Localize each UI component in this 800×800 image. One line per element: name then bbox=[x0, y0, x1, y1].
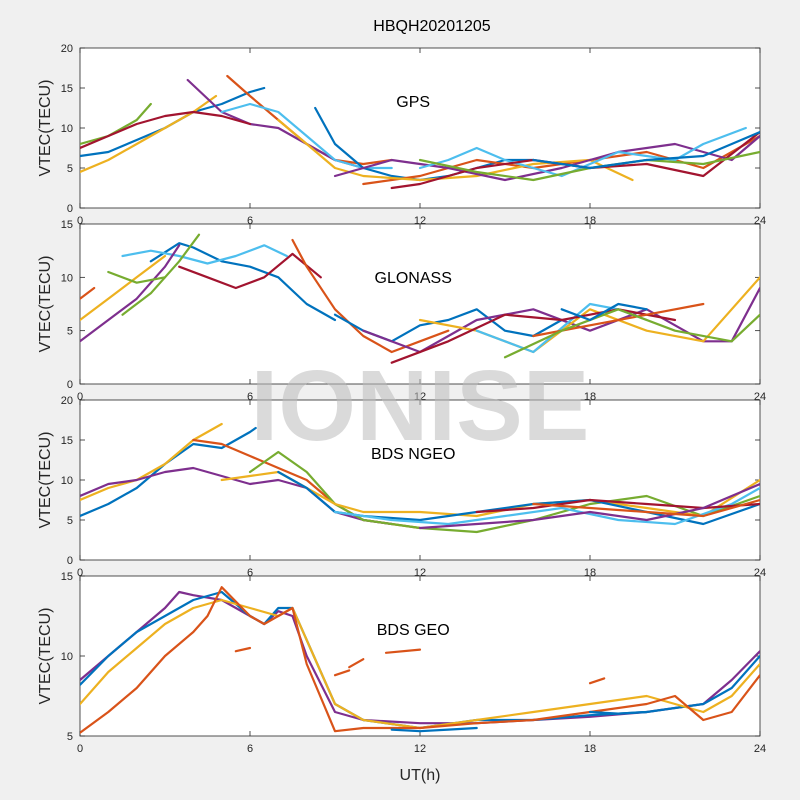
series-line bbox=[149, 242, 337, 322]
x-axis-label: UT(h) bbox=[400, 767, 441, 784]
series-line bbox=[503, 308, 760, 359]
series-line bbox=[234, 646, 252, 653]
x-tick-label: 6 bbox=[247, 215, 253, 227]
x-tick-label: 6 bbox=[247, 391, 253, 403]
y-axis-label: VTEC(TECU) bbox=[37, 432, 54, 529]
y-tick-label: 20 bbox=[61, 43, 73, 55]
series-group bbox=[80, 422, 760, 534]
series-line bbox=[348, 658, 365, 669]
series-line bbox=[80, 598, 760, 730]
y-tick-label: 10 bbox=[61, 272, 73, 284]
series-line bbox=[80, 254, 167, 322]
series-line bbox=[333, 134, 760, 182]
x-tick-label: 6 bbox=[247, 567, 253, 579]
panel-annotation: GPS bbox=[396, 94, 430, 111]
figure-title: HBQH20201205 bbox=[373, 18, 491, 35]
y-tick-label: 0 bbox=[67, 203, 73, 215]
series-line bbox=[291, 238, 450, 354]
y-tick-label: 20 bbox=[61, 395, 73, 407]
y-tick-label: 5 bbox=[67, 326, 73, 338]
plot-area bbox=[79, 399, 761, 561]
series-line bbox=[418, 126, 747, 178]
x-tick-label: 0 bbox=[77, 567, 83, 579]
series-line bbox=[532, 130, 760, 170]
y-tick-label: 10 bbox=[61, 123, 73, 135]
series-line bbox=[80, 586, 760, 734]
series-group bbox=[80, 586, 760, 734]
x-tick-label: 12 bbox=[414, 743, 426, 755]
panel-3: 0 6 12 18 24 5 10 15 BDS GEO VTEC(TECU) bbox=[37, 571, 766, 755]
series-group bbox=[80, 233, 760, 364]
y-tick-label: 5 bbox=[67, 731, 73, 743]
panel-annotation: GLONASS bbox=[375, 270, 452, 287]
series-line bbox=[80, 110, 252, 150]
watermark: IONISE bbox=[251, 350, 590, 462]
series-line bbox=[390, 726, 478, 733]
y-tick-label: 15 bbox=[61, 435, 73, 447]
y-tick-label: 5 bbox=[67, 163, 73, 175]
panel-annotation: BDS NGEO bbox=[371, 446, 455, 463]
x-tick-label: 0 bbox=[77, 743, 83, 755]
series-line bbox=[80, 426, 257, 518]
y-tick-label: 15 bbox=[61, 219, 73, 231]
series-line bbox=[248, 450, 760, 534]
series-line bbox=[80, 94, 218, 174]
series-line bbox=[390, 308, 677, 364]
y-tick-label: 10 bbox=[61, 651, 73, 663]
y-tick-label: 5 bbox=[67, 515, 73, 527]
plot-area bbox=[79, 47, 761, 209]
series-line bbox=[277, 118, 634, 182]
x-tick-label: 0 bbox=[77, 391, 83, 403]
series-line bbox=[107, 270, 167, 284]
y-tick-label: 15 bbox=[61, 571, 73, 583]
plot-area bbox=[79, 223, 761, 385]
series-line bbox=[80, 286, 96, 300]
series-line bbox=[532, 498, 760, 518]
y-axis-label: VTEC(TECU) bbox=[37, 80, 54, 177]
series-line bbox=[178, 252, 322, 290]
series-line bbox=[333, 486, 760, 526]
series-line bbox=[121, 244, 288, 265]
panel-annotation: BDS GEO bbox=[377, 622, 450, 639]
x-tick-label: 0 bbox=[77, 215, 83, 227]
series-line bbox=[362, 286, 760, 354]
series-line bbox=[588, 710, 648, 715]
plot-area bbox=[79, 575, 761, 737]
series-line bbox=[80, 244, 181, 343]
series-line bbox=[80, 102, 152, 146]
series-line bbox=[384, 648, 422, 654]
x-tick-label: 18 bbox=[584, 743, 596, 755]
series-line bbox=[80, 422, 223, 502]
y-tick-label: 0 bbox=[67, 379, 73, 391]
series-group bbox=[80, 74, 760, 190]
series-line bbox=[333, 669, 351, 677]
y-tick-label: 15 bbox=[61, 83, 73, 95]
series-line bbox=[588, 677, 606, 685]
y-tick-label: 10 bbox=[61, 475, 73, 487]
y-axis-label: VTEC(TECU) bbox=[37, 608, 54, 705]
x-tick-label: 24 bbox=[754, 743, 766, 755]
y-axis-label: VTEC(TECU) bbox=[37, 256, 54, 353]
series-line bbox=[560, 302, 648, 322]
y-tick-label: 0 bbox=[67, 555, 73, 567]
x-tick-label: 6 bbox=[247, 743, 253, 755]
series-line bbox=[418, 482, 760, 530]
series-line bbox=[475, 498, 760, 514]
